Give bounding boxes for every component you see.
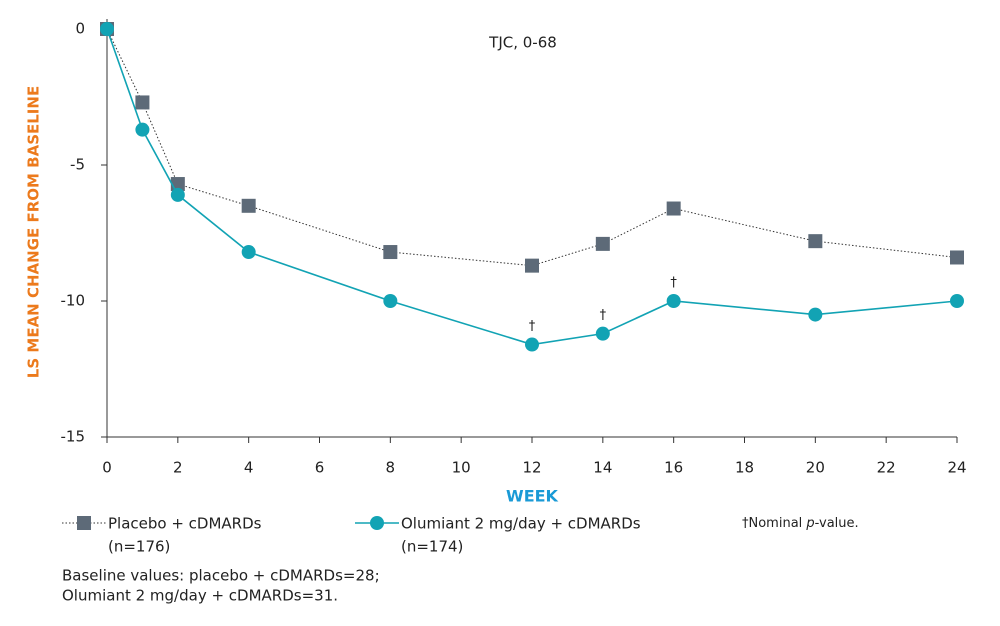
x-tick-label: 20 — [806, 459, 825, 477]
data-point — [808, 307, 823, 322]
annotation: † — [670, 276, 677, 291]
x-tick-label: 16 — [664, 459, 683, 477]
x-tick-label: 10 — [452, 459, 471, 477]
footnote: †Nominal p-value. — [742, 516, 859, 531]
data-point — [525, 337, 539, 352]
data-point — [100, 22, 114, 36]
data-point — [808, 234, 823, 249]
x-tick-label: 4 — [244, 459, 254, 477]
legend-label: Olumiant 2 mg/day + cDMARDs — [401, 515, 641, 533]
data-point — [170, 187, 185, 202]
x-tick-label: 12 — [522, 459, 541, 477]
note: Olumiant 2 mg/day + cDMARDs=31. — [62, 587, 338, 605]
data-point — [950, 250, 964, 265]
y-tick-label: -10 — [61, 292, 86, 310]
x-tick-label: 18 — [735, 459, 754, 477]
x-tick-label: 0 — [102, 459, 112, 477]
legend-marker — [370, 516, 384, 530]
x-tick-label: 14 — [593, 459, 612, 477]
x-axis-label: WEEK — [506, 487, 559, 506]
chart-title: TJC, 0-68 — [488, 34, 557, 52]
data-point — [666, 201, 681, 216]
data-point — [135, 122, 150, 137]
series-line — [106, 28, 958, 346]
x-tick-label: 22 — [877, 459, 896, 477]
data-point — [241, 245, 256, 260]
data-point — [950, 294, 964, 308]
legend-marker — [77, 516, 91, 530]
series-line — [106, 28, 958, 267]
footnote-part: p — [805, 516, 814, 531]
x-tick-label: 6 — [315, 459, 325, 477]
legend-label: Placebo + cDMARDs — [108, 515, 262, 533]
y-tick-label: -5 — [70, 156, 85, 174]
data-point — [241, 198, 256, 213]
x-tick-label: 24 — [947, 459, 966, 477]
data-point — [595, 236, 610, 251]
y-tick-label: 0 — [75, 20, 85, 38]
footnote-part: †Nominal — [742, 516, 806, 531]
y-axis-label: LS MEAN CHANGE FROM BASELINE — [25, 86, 43, 378]
annotation: † — [600, 308, 607, 323]
legend-label: (n=176) — [108, 538, 170, 556]
y-tick-label: -15 — [61, 428, 86, 446]
data-point — [595, 326, 610, 341]
data-point — [525, 258, 539, 273]
x-tick-label: 2 — [173, 459, 183, 477]
data-point — [135, 95, 150, 110]
data-point — [383, 294, 398, 308]
x-tick-label: 8 — [386, 459, 396, 477]
note: Baseline values: placebo + cDMARDs=28; — [62, 567, 380, 585]
data-point — [383, 245, 398, 260]
annotation: † — [529, 319, 536, 334]
legend-label: (n=174) — [401, 538, 463, 556]
footnote-part: -value. — [815, 516, 859, 531]
data-point — [666, 294, 681, 308]
